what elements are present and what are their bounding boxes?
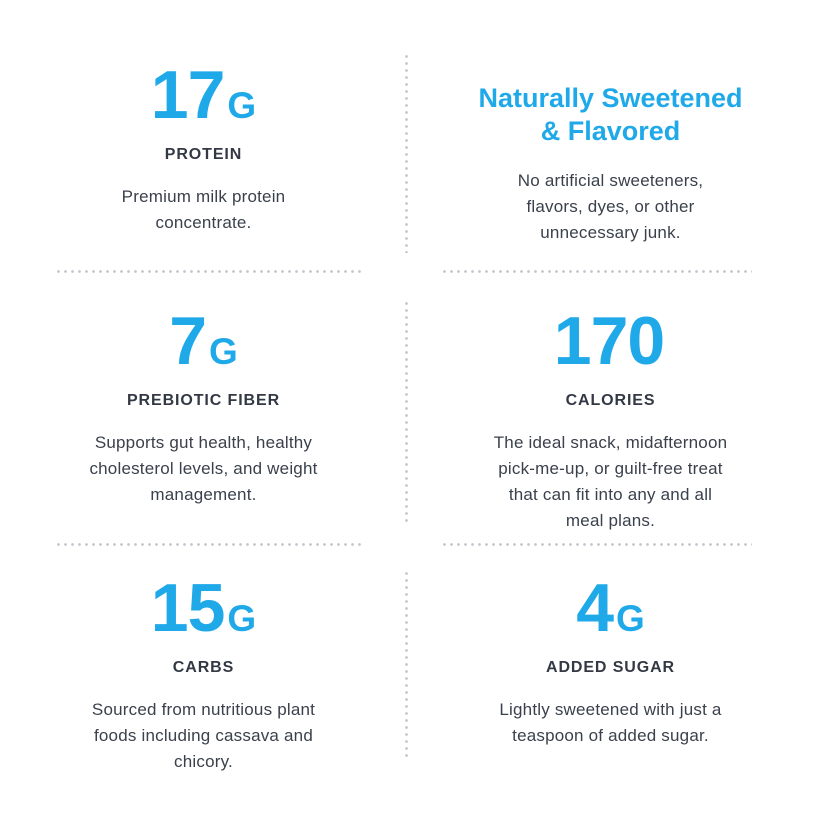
- stat-description-carbs: Sourced from nutritious plant foods incl…: [91, 700, 316, 771]
- stat-label-carbs: CARBS: [172, 659, 235, 676]
- feature-heading: Naturally Sweetened & Flavored: [478, 83, 743, 146]
- stat-value-protein: 17G: [151, 60, 256, 141]
- stat-value-carbs: 15G: [151, 573, 256, 654]
- stat-cell-protein: 17G PROTEIN Premium milk protein concent…: [0, 0, 407, 272]
- feature-description: No artificial sweeteners, flavors, dyes,…: [517, 171, 704, 242]
- stat-number: 17: [150, 57, 226, 133]
- stat-label-prebiotic-fiber: PREBIOTIC FIBER: [126, 392, 281, 409]
- stat-unit: G: [209, 331, 238, 372]
- stat-cell-prebiotic-fiber: 7G PREBIOTIC FIBER Supports gut health, …: [0, 272, 407, 545]
- stat-label-added-sugar: ADDED SUGAR: [545, 659, 676, 676]
- stat-cell-calories: 170 CALORIES The ideal snack, midafterno…: [407, 272, 814, 545]
- stat-description-protein: Premium milk protein concentrate.: [121, 187, 286, 232]
- stat-number: 7: [169, 303, 207, 379]
- stat-cell-added-sugar: 4G ADDED SUGAR Lightly sweetened with ju…: [407, 545, 814, 814]
- stat-description-added-sugar: Lightly sweetened with just a teaspoon o…: [499, 700, 722, 745]
- stat-value-added-sugar: 4G: [576, 573, 645, 654]
- stat-value-prebiotic-fiber: 7G: [169, 306, 238, 387]
- stat-number: 4: [576, 570, 614, 646]
- stat-label-calories: CALORIES: [565, 392, 656, 409]
- stat-unit: G: [616, 598, 645, 639]
- stat-description-calories: The ideal snack, midafternoon pick-me-up…: [493, 433, 728, 530]
- stat-value-calories: 170: [554, 306, 667, 387]
- stat-number: 15: [150, 570, 226, 646]
- feature-cell-naturally-sweetened: Naturally Sweetened & Flavored No artifi…: [407, 0, 814, 272]
- stat-description-prebiotic-fiber: Supports gut health, healthy cholesterol…: [89, 433, 318, 504]
- stat-number: 170: [553, 303, 665, 379]
- stat-unit: G: [227, 598, 257, 639]
- stat-cell-carbs: 15G CARBS Sourced from nutritious plant …: [0, 545, 407, 814]
- stat-unit: G: [227, 85, 257, 126]
- stat-label-protein: PROTEIN: [164, 146, 243, 163]
